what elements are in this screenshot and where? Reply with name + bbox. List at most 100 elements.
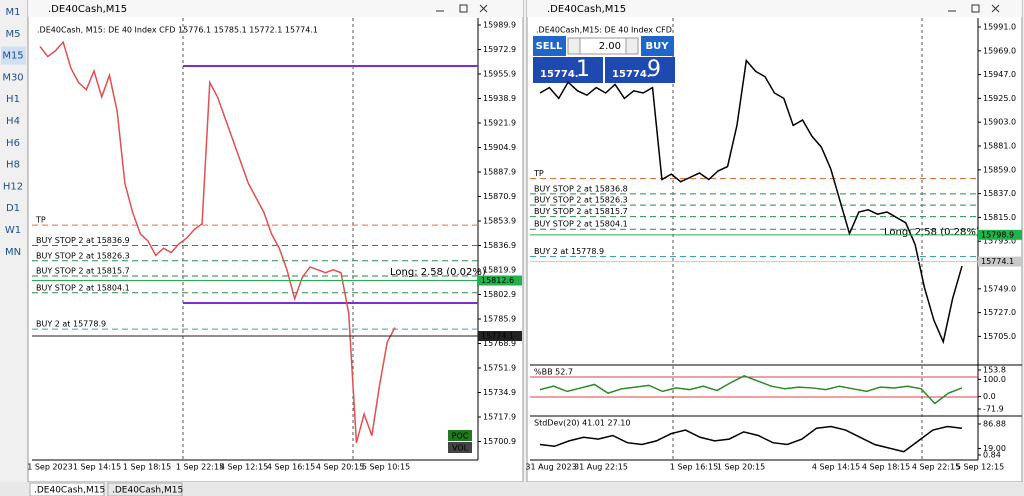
timeframe[interactable]: H8 — [6, 160, 20, 171]
x-tick-label: 4 Sep 22:15 — [912, 463, 960, 472]
chart-button[interactable] — [448, 430, 472, 441]
tab-bar — [0, 482, 1024, 496]
active-timeframe — [1, 46, 26, 65]
price-label: 15812.6 — [481, 276, 514, 285]
volume-up[interactable] — [625, 37, 639, 55]
price-label-box — [478, 331, 522, 342]
buy-button[interactable] — [641, 36, 674, 56]
y-tick-label: 15815.0 — [983, 213, 1016, 222]
order-label: BUY STOP 2 at 15815.7 — [534, 207, 628, 216]
bid-digit[interactable]: 1 — [576, 57, 590, 82]
x-tick-label: 31 Aug 22:15 — [574, 463, 628, 472]
window-controls[interactable] — [948, 4, 1000, 13]
y-tick-label: 15903.0 — [983, 118, 1016, 127]
bb-label: %BB 52.7 — [534, 368, 573, 377]
y-tick-label: 15969.0 — [983, 46, 1016, 55]
x-tick-label: 4 Sep 14:15 — [812, 463, 860, 472]
x-tick-label: 5 Sep 12:15 — [956, 463, 1004, 472]
y-tick-label: 153.8 — [983, 366, 1006, 375]
volume-down[interactable] — [567, 37, 581, 55]
bid-box[interactable] — [533, 57, 603, 83]
timeframe[interactable]: M15 — [2, 51, 23, 62]
y-tick-label: 15881.0 — [983, 142, 1016, 151]
timeframe[interactable]: M1 — [6, 7, 21, 18]
stddev-label: StdDev(20) 41.01 27.10 — [534, 419, 630, 428]
chart-button-label[interactable]: POC — [452, 432, 469, 441]
order-label: BUY STOP 2 at 15804.1 — [36, 283, 130, 292]
y-tick-label: 15887.9 — [483, 168, 516, 177]
y-tick-label: 15921.9 — [483, 119, 516, 128]
y-tick-label: 15904.9 — [483, 143, 516, 152]
y-tick-label: 15793.0 — [983, 237, 1016, 246]
price-label: 15798.9 — [981, 230, 1014, 239]
y-tick-label: 15802.9 — [483, 290, 516, 299]
tab[interactable] — [107, 482, 183, 496]
timeframe[interactable]: H6 — [6, 138, 20, 149]
y-tick-label: 15734.9 — [483, 388, 516, 397]
maximize[interactable] — [971, 4, 980, 13]
order-label: BUY STOP 2 at 15826.3 — [534, 196, 628, 205]
timeframe[interactable]: D1 — [6, 203, 20, 214]
x-tick-label: 1 Sep 14:15 — [73, 463, 121, 472]
position-label: Long: 2.58 (0.28%) — [884, 227, 980, 238]
y-tick-label: 15819.9 — [483, 266, 516, 275]
price-label-box — [478, 275, 522, 286]
y-tick-label: 15700.9 — [483, 437, 516, 446]
tab-label[interactable]: .DE40Cash,M15 — [112, 486, 183, 496]
y-tick-label: 15859.0 — [983, 165, 1016, 174]
timeframe[interactable]: H4 — [6, 116, 20, 127]
sell-button[interactable] — [533, 36, 566, 56]
x-tick-label: 31 Aug 2023 — [525, 463, 576, 472]
x-tick-label: 4 Sep 16:15 — [267, 463, 315, 472]
buy-label[interactable]: BUY — [646, 41, 670, 52]
price-label-box — [978, 256, 1022, 267]
window-controls[interactable] — [436, 4, 488, 13]
ask-price[interactable]: 15774. — [612, 69, 651, 80]
indicator-line — [539, 375, 963, 405]
price-line — [39, 40, 396, 443]
y-tick-label: 15751.9 — [483, 364, 516, 373]
timeframe[interactable]: H12 — [3, 181, 23, 192]
right-window-title: .DE40Cash,M15 — [547, 4, 626, 15]
order-label: BUY 2 at 15778.9 — [534, 247, 604, 256]
volume[interactable]: 2.00 — [599, 41, 621, 52]
x-tick-label: 4 Sep 18:15 — [862, 463, 910, 472]
timeframe[interactable]: M5 — [6, 29, 21, 40]
y-tick-label: 15705.0 — [983, 332, 1016, 341]
chart-button[interactable] — [448, 442, 472, 453]
order-label: TP — [35, 216, 46, 225]
chart-header: .DE40Cash,M15: DE 40 Index CFD — [536, 26, 672, 35]
x-tick-label: 4 Sep 12:15 — [220, 463, 268, 472]
ask-box[interactable] — [605, 57, 675, 83]
order-label: BUY STOP 2 at 15826.3 — [36, 251, 130, 260]
y-tick-label: 15717.9 — [483, 413, 516, 422]
x-tick-label: 1 Sep 22:15 — [176, 463, 224, 472]
x-tick-label: 1 Sep 2023 — [27, 463, 73, 472]
chart-header: .DE40Cash, M15: DE 40 Index CFD 15776.1 … — [37, 26, 318, 35]
y-tick-label: 0.0 — [983, 392, 996, 401]
left-window-title: .DE40Cash,M15 — [48, 4, 127, 15]
order-label: BUY STOP 2 at 15815.7 — [36, 267, 130, 276]
sell-label[interactable]: SELL — [536, 41, 563, 52]
bid-price[interactable]: 15774. — [540, 69, 579, 80]
ask-digit[interactable]: 9 — [647, 57, 661, 82]
y-tick-label: 15768.9 — [483, 339, 516, 348]
x-tick-label: 1 Sep 18:15 — [123, 463, 171, 472]
tab-label[interactable]: .DE40Cash,M15 — [34, 486, 105, 496]
tab[interactable] — [29, 482, 105, 496]
timeframe[interactable]: M30 — [2, 72, 23, 83]
y-tick-label: 15836.9 — [483, 241, 516, 250]
indicator-line — [539, 425, 963, 453]
price-line — [539, 58, 963, 345]
maximize[interactable] — [459, 4, 468, 13]
y-tick-label: 15727.0 — [983, 308, 1016, 317]
timeframe[interactable]: MN — [5, 247, 21, 258]
order-label: BUY 2 at 15778.9 — [36, 320, 106, 329]
chart-button-label[interactable]: VOL — [452, 444, 469, 453]
timeframe[interactable]: H1 — [6, 94, 20, 105]
order-label: BUY STOP 2 at 15836.9 — [36, 236, 130, 245]
y-tick-label: 100.0 — [983, 375, 1006, 384]
timeframe[interactable]: W1 — [5, 225, 21, 236]
x-tick-label: 1 Sep 20:15 — [717, 463, 765, 472]
